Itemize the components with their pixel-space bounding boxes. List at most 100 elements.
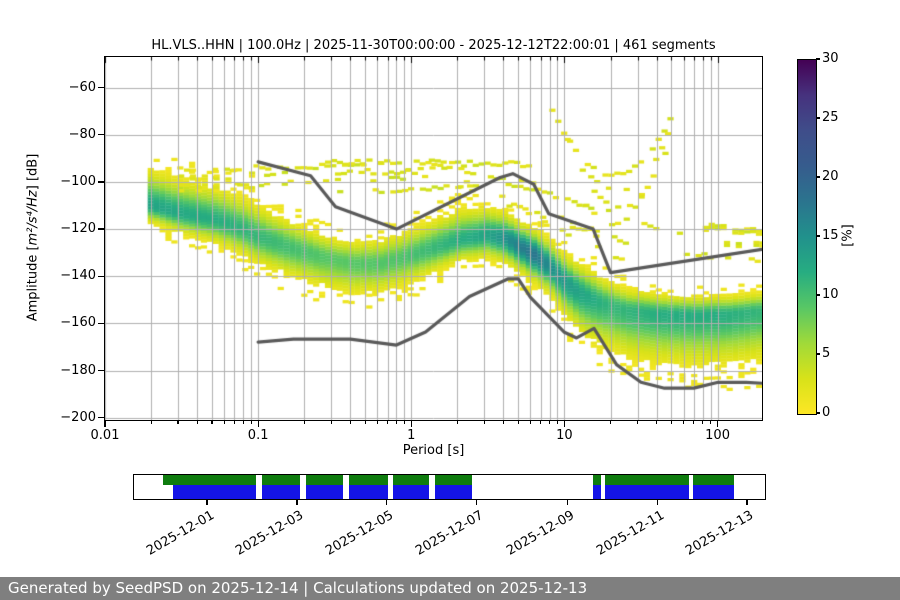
availability-date-label: 2025-12-11 (593, 508, 667, 559)
x-minor-tick-mark (196, 420, 198, 425)
x-minor-tick-mark (656, 420, 658, 425)
x-minor-tick-mark (483, 420, 485, 425)
x-minor-tick-mark (517, 420, 519, 425)
colorbar-tick-mark (816, 117, 821, 119)
y-tick-mark (98, 369, 105, 372)
y-tick-mark (98, 322, 105, 324)
availability-psd-segment (605, 475, 690, 486)
x-tick-label: 100 (705, 428, 730, 443)
availability-tick-mark (206, 500, 208, 505)
availability-psd-segment (692, 475, 734, 486)
availability-date-label: 2025-12-03 (233, 508, 307, 559)
availability-tick-mark (296, 500, 298, 505)
y-tick-mark (98, 275, 105, 277)
availability-data-segment (173, 485, 256, 499)
y-tick-label: −160 (60, 315, 96, 331)
availability-data-segment (262, 485, 301, 499)
x-minor-tick-mark (693, 420, 695, 425)
y-tick-mark (98, 134, 105, 136)
ppsd-plot-area (104, 56, 763, 421)
x-minor-tick-mark (456, 420, 458, 425)
x-tick-label: 10 (556, 428, 573, 443)
y-tick-label: −80 (68, 126, 96, 142)
availability-psd-segment (305, 475, 343, 486)
availability-psd-segment (348, 475, 388, 486)
colorbar-tick-label: 25 (822, 110, 839, 125)
y-axis-label-math: m²/s⁴/Hz (25, 190, 41, 246)
x-minor-tick-mark (177, 420, 179, 425)
x-tick-mark (716, 420, 719, 427)
colorbar-tick-label: 5 (822, 346, 831, 361)
y-tick-mark (98, 87, 105, 89)
y-tick-mark (98, 228, 105, 230)
availability-date-label: 2025-12-05 (323, 508, 397, 559)
x-minor-tick-mark (330, 420, 332, 425)
availability-tick-mark (656, 500, 658, 505)
footer-text: Generated by SeedPSD on 2025-12-14 | Cal… (8, 579, 588, 597)
x-minor-tick-mark (233, 420, 235, 425)
x-minor-tick-mark (502, 420, 505, 425)
x-minor-tick-mark (250, 420, 252, 425)
ppsd-heatmap-canvas (105, 57, 762, 420)
availability-tick-mark (566, 500, 568, 505)
y-tick-label: −200 (60, 409, 96, 425)
x-minor-tick-mark (386, 420, 389, 425)
x-minor-tick-mark (223, 420, 225, 425)
x-minor-tick-mark (376, 420, 378, 425)
x-minor-tick-mark (702, 420, 704, 425)
colorbar-tick-label: 30 (822, 51, 839, 66)
availability-psd-segment (434, 475, 473, 486)
x-axis-label: Period [s] (402, 443, 465, 458)
x-minor-tick-mark (529, 420, 532, 425)
availability-date-label: 2025-12-13 (683, 508, 757, 559)
x-minor-tick-mark (670, 420, 673, 425)
availability-data-segment (592, 485, 602, 499)
availability-psd-segment (393, 475, 430, 486)
availability-psd-segment (592, 475, 602, 486)
colorbar-label: [%] (840, 224, 856, 247)
colorbar-tick-mark (816, 294, 821, 296)
colorbar-tick-mark (816, 353, 821, 355)
colorbar-tick-mark (816, 58, 821, 60)
x-tick-mark (257, 420, 259, 427)
x-minor-tick-mark (349, 420, 351, 425)
availability-data-segment (348, 485, 388, 499)
y-tick-mark (98, 417, 105, 419)
x-tick-mark (104, 420, 106, 427)
availability-tick-mark (746, 500, 748, 505)
y-tick-label: −100 (60, 173, 96, 189)
availability-date-label: 2025-12-09 (503, 508, 577, 559)
x-minor-tick-mark (395, 420, 398, 425)
availability-data-segment (393, 485, 430, 499)
availability-data-segment (434, 485, 473, 499)
availability-date-label: 2025-12-01 (143, 508, 217, 559)
x-minor-tick-mark (683, 420, 685, 425)
x-minor-tick-mark (303, 420, 305, 425)
availability-data-segment (305, 485, 343, 499)
availability-psd-segment (262, 475, 301, 486)
colorbar-tick-label: 10 (822, 287, 839, 302)
x-minor-tick-mark (540, 420, 542, 425)
x-minor-tick-mark (709, 420, 712, 425)
colorbar-tick-label: 15 (822, 228, 839, 243)
colorbar (797, 59, 817, 415)
x-minor-tick-mark (548, 420, 551, 425)
y-tick-label: −140 (60, 268, 96, 284)
x-minor-tick-mark (556, 420, 559, 425)
y-tick-label: −60 (68, 79, 96, 95)
x-minor-tick-mark (609, 420, 612, 425)
x-tick-label: 0.01 (90, 428, 120, 443)
availability-psd-segment (163, 475, 256, 486)
x-tick-mark (563, 420, 566, 427)
colorbar-tick-mark (816, 412, 821, 414)
colorbar-tick-mark (816, 176, 821, 178)
y-tick-label: −180 (60, 362, 96, 378)
x-minor-tick-mark (211, 420, 213, 425)
plot-title: HL.VLS..HHN | 100.0Hz | 2025-11-30T00:00… (151, 38, 716, 53)
x-minor-tick-mark (242, 420, 244, 425)
x-tick-label: 1 (407, 428, 416, 443)
colorbar-tick-label: 20 (822, 169, 839, 184)
x-tick-label: 0.1 (247, 428, 269, 443)
x-minor-tick-mark (403, 420, 405, 425)
availability-data-segment (605, 485, 690, 499)
